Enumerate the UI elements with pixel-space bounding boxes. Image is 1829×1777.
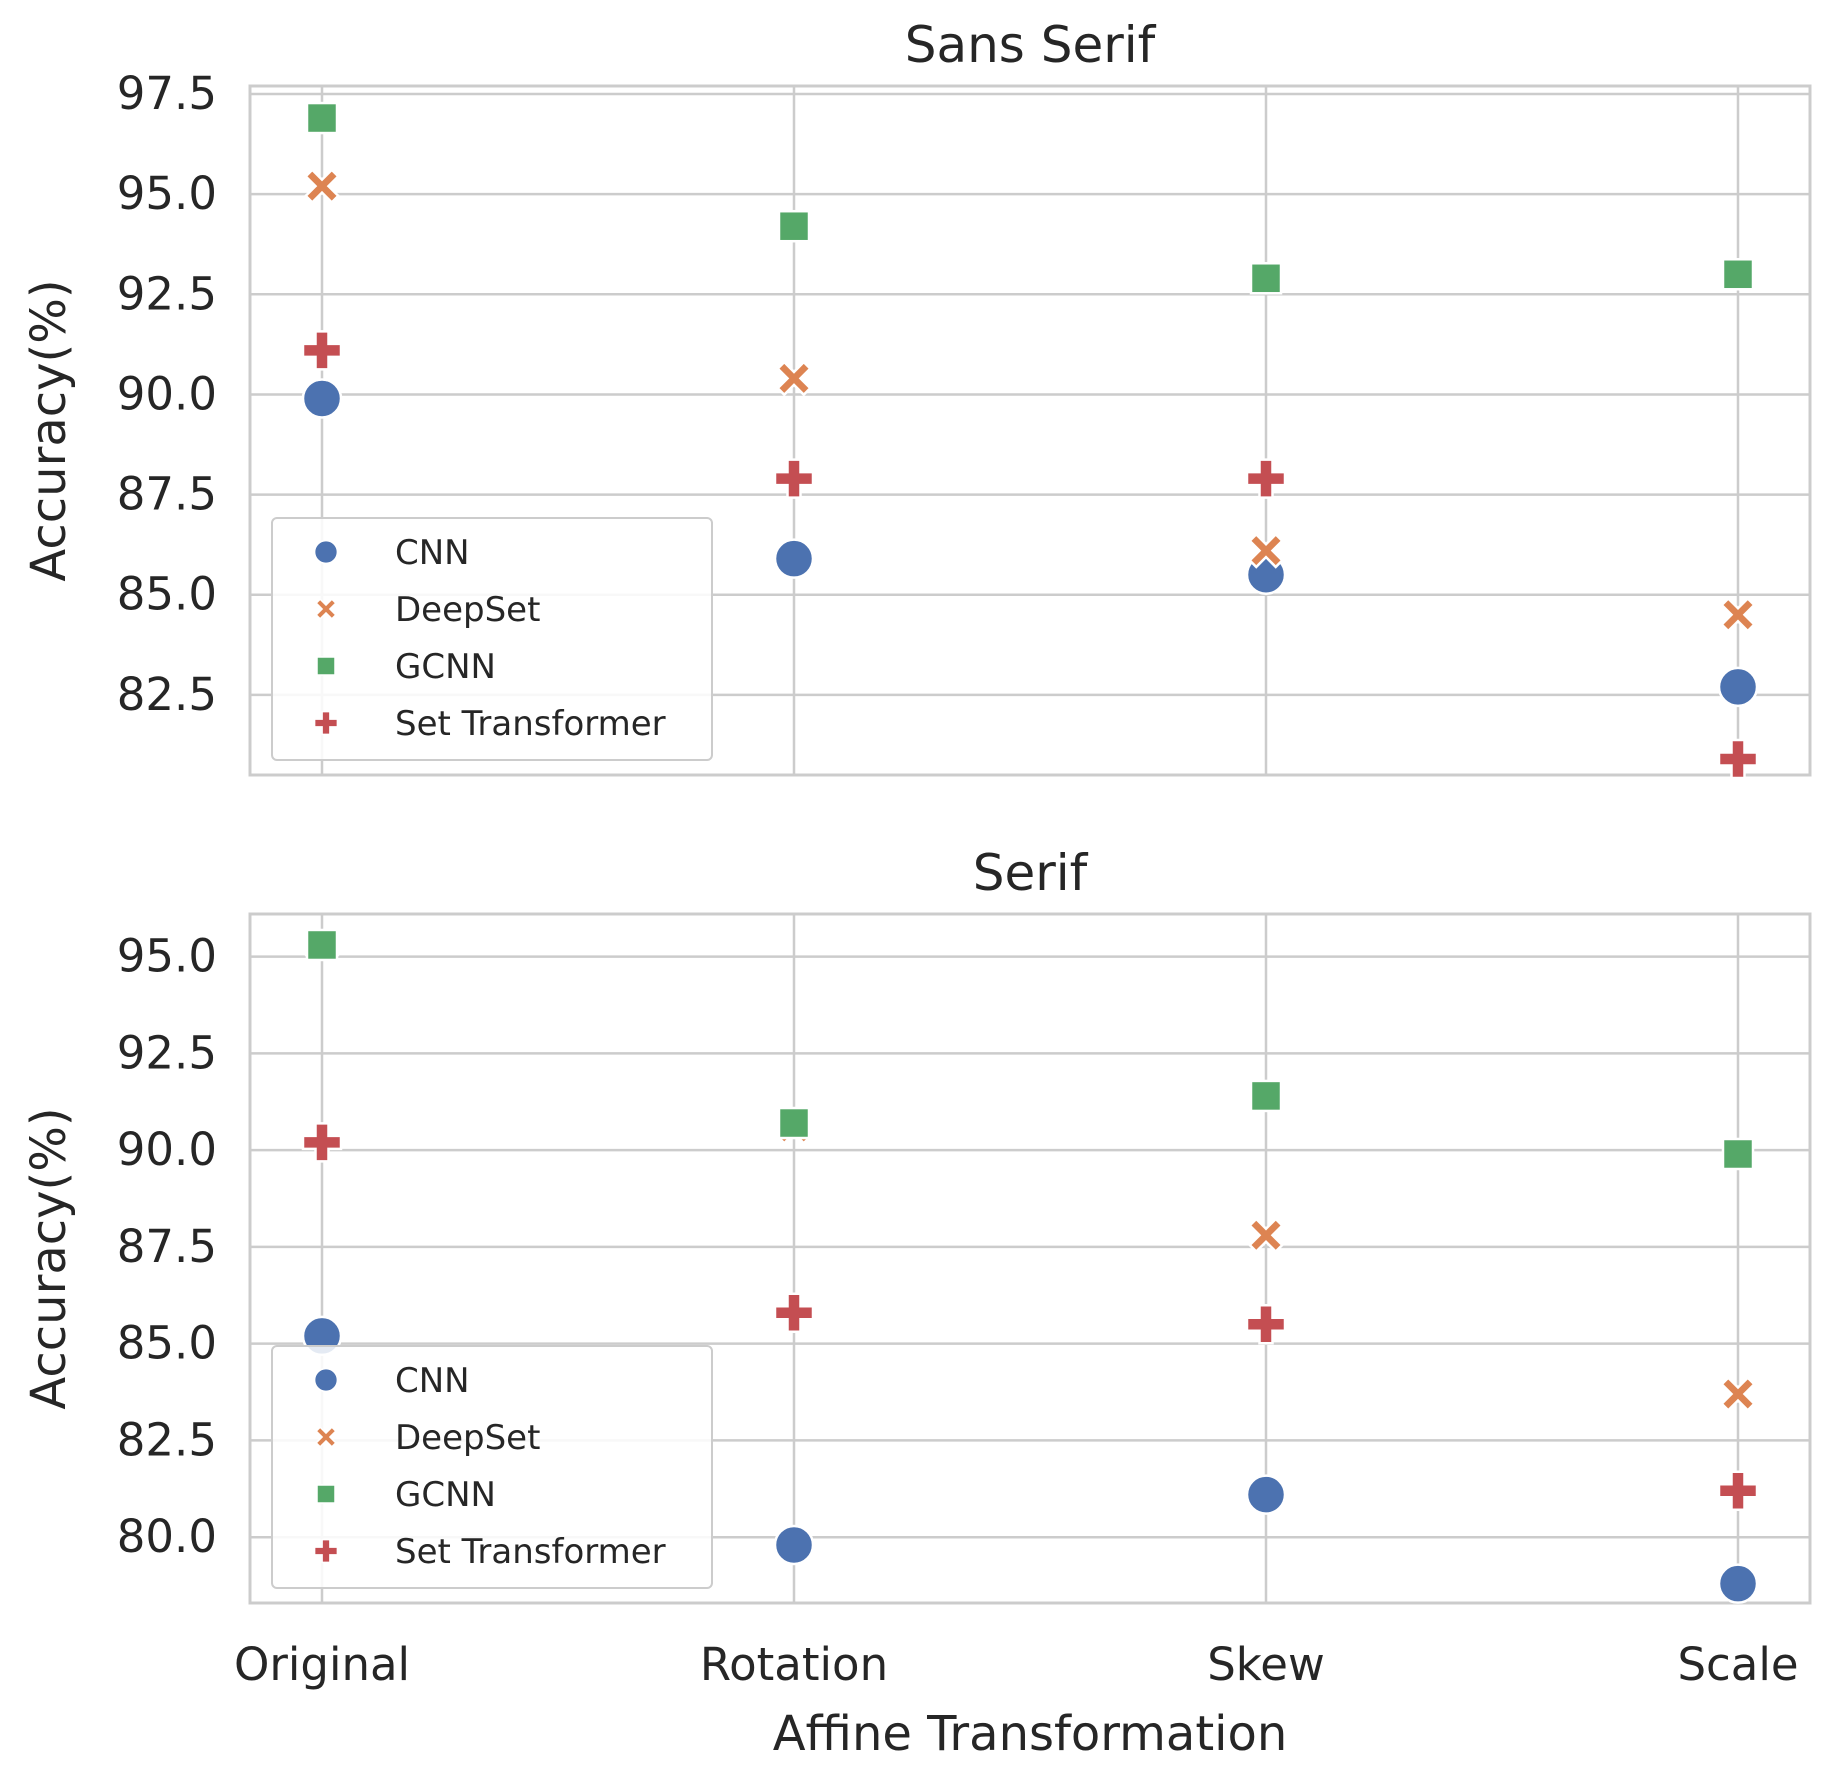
legend: CNN DeepSet GCNN Set Transformer (271, 517, 713, 761)
data-point-cnn (773, 538, 815, 579)
y-tick-label: 82.5 (117, 1413, 217, 1466)
data-point-cnn (773, 1524, 815, 1566)
y-tick-label: 95.0 (117, 167, 217, 220)
legend-label: GCNN (395, 1475, 496, 1515)
data-point-deepset (1719, 596, 1757, 633)
legend-marker-deepset (315, 598, 337, 620)
legend-marker-set-transformer (313, 710, 339, 736)
legend-marker-set-transformer (313, 1538, 339, 1564)
data-point-deepset (1719, 1375, 1757, 1412)
data-point-set-transformer (301, 1122, 343, 1163)
legend-label: DeepSet (395, 1418, 540, 1458)
data-point-set-transformer (1717, 1470, 1759, 1511)
x-tick-label: Original (234, 1638, 410, 1691)
x-tick-label: Skew (1207, 1638, 1325, 1691)
y-tick-label: 95.0 (117, 930, 217, 983)
data-point-deepset (1247, 532, 1285, 569)
y-tick-label: 85.0 (117, 568, 217, 621)
data-point-set-transformer (1245, 1304, 1287, 1345)
data-point-deepset (1247, 1217, 1285, 1254)
chart-title: Sans Serif (905, 16, 1157, 74)
chart-panel-0: Sans Serif 82.5 85.0 87.5 90.0 92.5 95.0 97.5 Ac… (21, 16, 1812, 780)
y-axis-label: Accuracy(%) (21, 279, 77, 581)
y-tick-label: 90.0 (117, 1123, 217, 1176)
y-axis-label: Accuracy(%) (21, 1107, 77, 1409)
legend-marker-deepset (315, 1426, 337, 1448)
legend-box (271, 517, 713, 761)
data-point-set-transformer (1245, 458, 1287, 499)
data-point-cnn (301, 378, 343, 419)
legend-marker-gcnn (316, 1484, 336, 1504)
legend-label: Set Transformer (395, 1532, 666, 1572)
legend-box (271, 1345, 713, 1589)
data-point-gcnn (305, 928, 339, 962)
legend-marker-cnn (313, 1367, 339, 1393)
data-point-gcnn (1721, 1137, 1755, 1171)
legend-label: GCNN (395, 647, 496, 687)
data-point-cnn (1245, 1474, 1287, 1515)
data-point-deepset (303, 168, 341, 205)
data-point-gcnn (305, 101, 339, 135)
data-point-cnn (1717, 1563, 1759, 1604)
legend-label: Set Transformer (395, 704, 666, 744)
data-point-set-transformer (773, 458, 815, 499)
data-point-cnn (1717, 666, 1759, 708)
legend-marker-cnn (313, 539, 339, 565)
y-tick-label: 85.0 (117, 1317, 217, 1370)
x-tick-label: Rotation (700, 1638, 888, 1691)
data-point-set-transformer (1717, 738, 1759, 780)
y-tick-label: 82.5 (117, 668, 217, 721)
chart-title: Serif (973, 844, 1089, 902)
legend-label: CNN (395, 1361, 470, 1401)
y-tick-label: 87.5 (117, 1220, 217, 1273)
y-tick-label: 97.5 (117, 67, 217, 120)
legend-marker-gcnn (316, 656, 336, 676)
data-point-set-transformer (301, 330, 343, 371)
legend-label: CNN (395, 533, 470, 573)
legend-label: DeepSet (395, 590, 540, 630)
y-tick-label: 80.0 (117, 1510, 217, 1563)
y-tick-label: 92.5 (117, 1026, 217, 1079)
y-tick-label: 90.0 (117, 367, 217, 420)
data-point-gcnn (777, 1106, 811, 1140)
x-tick-label: Scale (1677, 1638, 1798, 1691)
plot-frame (248, 912, 1812, 1605)
data-point-gcnn (1249, 1079, 1283, 1113)
legend: CNN DeepSet GCNN Set Transformer (271, 1345, 713, 1589)
x-axis-label: Affine Transformation (773, 1706, 1288, 1762)
data-point-gcnn (1721, 258, 1755, 291)
plot-frame (248, 84, 1812, 777)
data-point-deepset (775, 360, 813, 397)
data-point-set-transformer (773, 1292, 815, 1333)
y-tick-label: 87.5 (117, 468, 217, 521)
data-point-gcnn (1249, 262, 1283, 295)
y-tick-label: 92.5 (117, 267, 217, 320)
data-point-gcnn (777, 209, 811, 243)
chart-panel-1: Serif 80.0 82.5 85.0 87.5 90.0 92.5 95.0 Accurac… (21, 844, 1812, 1762)
